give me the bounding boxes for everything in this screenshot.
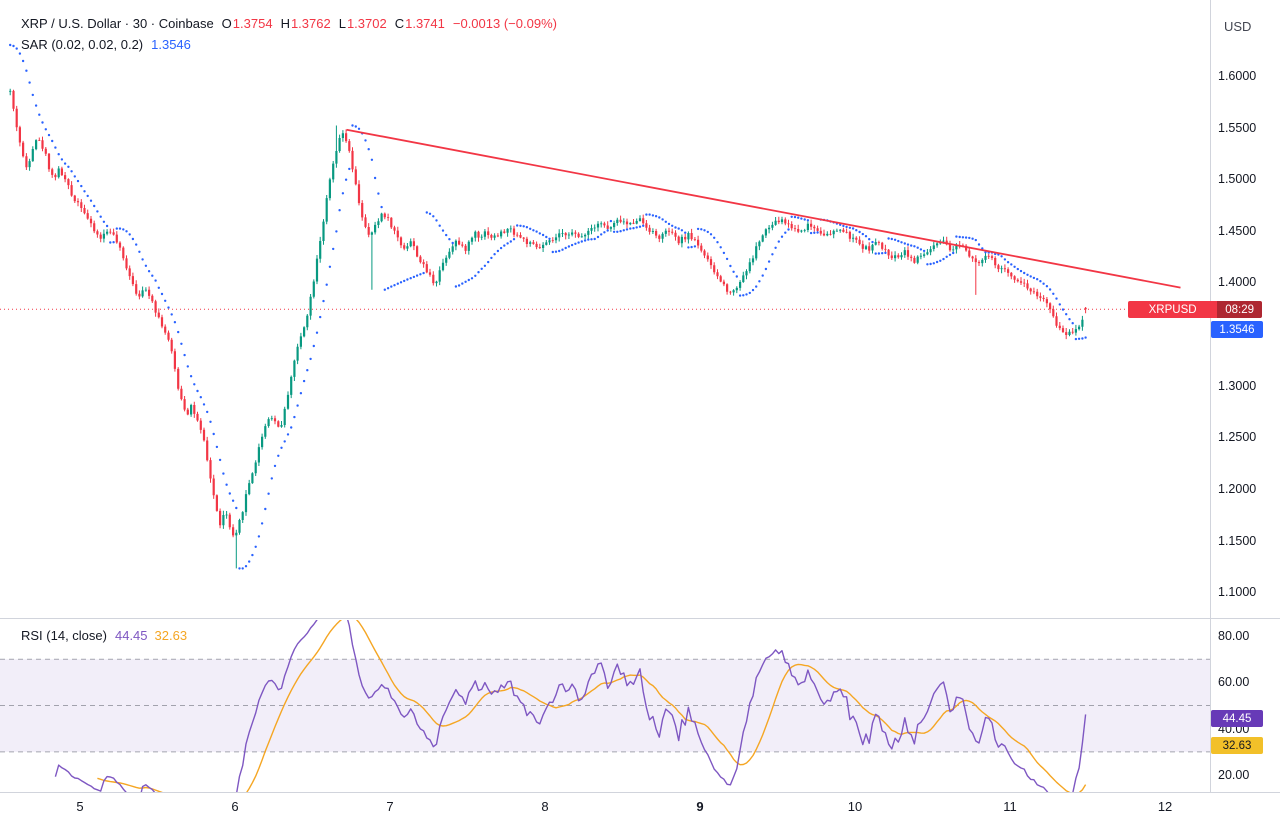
time-tick-label: 5 xyxy=(76,799,84,814)
rsi-tick-label: 60.00 xyxy=(1218,675,1250,690)
symbol-name: XRPUSD xyxy=(1148,303,1197,316)
low-label: L xyxy=(338,16,346,31)
price-tick-label: 1.6000 xyxy=(1218,68,1257,83)
high-value: 1.3762 xyxy=(290,16,331,31)
parabolic-sar-dots xyxy=(9,43,1087,570)
time-tick-label: 10 xyxy=(847,799,863,814)
time-tick-label: 12 xyxy=(1157,799,1173,814)
rsi-ma-indicator-value: 32.63 xyxy=(154,628,188,643)
time-tick-label: 9 xyxy=(696,799,704,814)
rsi-legend: RSI (14, close) 44.45 32.63 xyxy=(21,628,187,644)
rsi-tick-label: 20.00 xyxy=(1218,768,1250,783)
trendline xyxy=(346,128,1181,289)
price-tick-label: 1.1000 xyxy=(1218,585,1257,600)
candlestick-series xyxy=(9,88,1087,569)
price-tick-label: 1.4500 xyxy=(1218,223,1257,238)
price-tick-label: 1.4000 xyxy=(1218,275,1257,290)
time-tick-label: 8 xyxy=(541,799,549,814)
symbol-title[interactable]: XRP / U.S. Dollar · 30 · Coinbase xyxy=(21,16,214,31)
rsi-indicator-value: 44.45 xyxy=(114,628,148,643)
price-axis[interactable]: 1.6000 1.5500 1.5000 1.4500 1.4000 1.3000 1.25… xyxy=(1211,0,1280,792)
close-value: 1.3741 xyxy=(405,16,445,31)
sar-indicator-value: 1.3546 xyxy=(151,37,191,52)
rsi-tick-label: 80.00 xyxy=(1218,628,1250,643)
change-value: −0.0013 (−0.09%) xyxy=(452,16,557,31)
close-label: C xyxy=(394,16,405,31)
time-tick-label: 7 xyxy=(386,799,394,814)
sar-legend: SAR (0.02, 0.02, 0.2) 1.3546 xyxy=(21,37,191,53)
low-value: 1.3702 xyxy=(346,16,387,31)
sar-axis-label: 1.3546 xyxy=(1211,321,1263,338)
time-axis[interactable]: 5 6 7 8 9 10 11 12 xyxy=(0,793,1280,823)
high-label: H xyxy=(280,16,290,31)
axis-currency-label: USD xyxy=(1224,19,1252,34)
price-tick-label: 1.1500 xyxy=(1218,533,1257,548)
time-tick-label: 11 xyxy=(1003,799,1017,814)
rsi-ma-axis-label: 32.63 xyxy=(1211,737,1263,754)
rsi-axis-label: 44.45 xyxy=(1211,710,1263,727)
open-label: O xyxy=(221,16,232,31)
price-tick-label: 1.2000 xyxy=(1218,481,1257,496)
symbol-countdown-label: XRPUSD 08:29 xyxy=(1128,301,1262,318)
bar-countdown: 08:29 xyxy=(1217,301,1262,318)
sar-indicator-title[interactable]: SAR (0.02, 0.02, 0.2) xyxy=(21,37,144,52)
price-tick-label: 1.5500 xyxy=(1218,120,1257,135)
price-tick-label: 1.2500 xyxy=(1218,430,1257,445)
open-value: 1.3754 xyxy=(232,16,273,31)
price-tick-label: 1.5000 xyxy=(1218,172,1257,187)
symbol-legend: XRP / U.S. Dollar · 30 · Coinbase O1.3754… xyxy=(21,16,557,32)
time-tick-label: 6 xyxy=(231,799,239,814)
rsi-indicator-title[interactable]: RSI (14, close) xyxy=(21,628,107,643)
rsi-line xyxy=(54,620,1087,792)
rsi-ma-line xyxy=(97,620,1087,792)
price-tick-label: 1.3000 xyxy=(1218,378,1257,393)
